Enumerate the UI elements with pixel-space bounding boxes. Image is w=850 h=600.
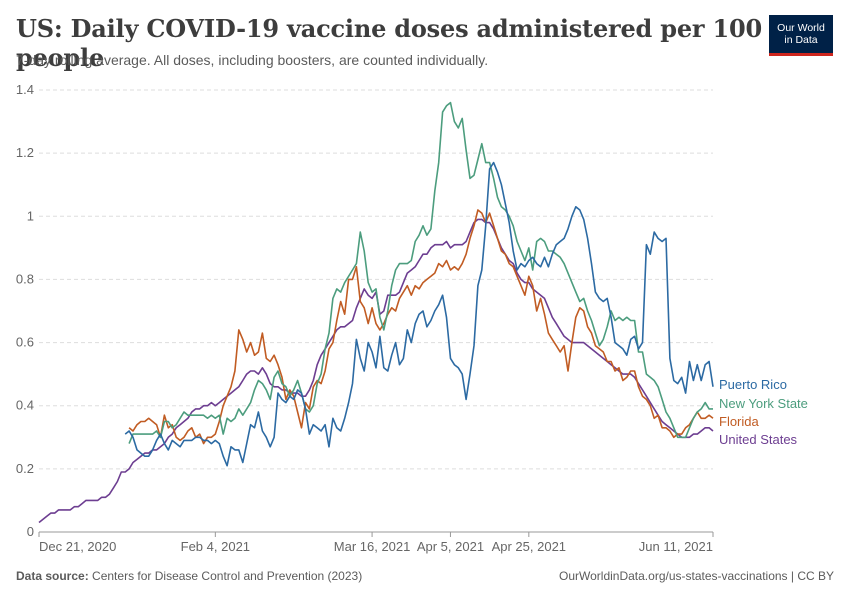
legend-label-united-states[interactable]: United States — [719, 432, 798, 447]
legend-label-puerto-rico[interactable]: Puerto Rico — [719, 377, 787, 392]
y-tick-label: 1.4 — [16, 82, 34, 97]
series-line-puerto-rico[interactable] — [124, 161, 714, 467]
y-axis-ticks: 0 0.2 0.4 0.6 0.8 1 1.2 1.4 — [16, 82, 34, 539]
legend-label-florida[interactable]: Florida — [719, 414, 760, 429]
x-tick-label: Jun 11, 2021 — [639, 539, 713, 554]
series-line-new-york-state[interactable] — [128, 101, 713, 444]
gridlines — [39, 89, 713, 470]
y-tick-label: 0.4 — [16, 398, 34, 413]
series-line-united-states[interactable] — [38, 218, 714, 524]
series-line-florida[interactable] — [128, 209, 714, 445]
x-tick-label: Mar 16, 2021 — [334, 539, 411, 554]
chart-subtitle: 7-day rolling average. All doses, includ… — [16, 52, 489, 68]
owid-logo[interactable]: Our World in Data — [769, 15, 833, 56]
data-source-label: Data source: — [16, 569, 89, 583]
logo-line-2: in Data — [784, 34, 818, 46]
x-axis: Dec 21, 2020 Feb 4, 2021 Mar 16, 2021 Apr 5… — [38, 531, 714, 554]
series-lines — [38, 101, 714, 524]
y-tick-label: 1 — [27, 208, 34, 223]
x-tick-label: Apr 25, 2021 — [492, 539, 566, 554]
y-tick-label: 1.2 — [16, 145, 34, 160]
y-tick-label: 0 — [27, 524, 34, 539]
source-link[interactable]: OurWorldinData.org/us-states-vaccination… — [559, 569, 834, 583]
x-tick-label: Apr 5, 2021 — [417, 539, 484, 554]
chart-title: US: Daily COVID-19 vaccine doses adminis… — [16, 14, 763, 72]
legend: Puerto Rico New York State Florida United S… — [719, 377, 808, 447]
x-tick-label: Feb 4, 2021 — [181, 539, 250, 554]
data-source: Data source: Centers for Disease Control… — [16, 569, 362, 583]
legend-label-new-york-state[interactable]: New York State — [719, 396, 808, 411]
y-tick-label: 0.6 — [16, 335, 34, 350]
logo-line-1: Our World — [777, 22, 825, 34]
x-tick-label: Dec 21, 2020 — [39, 539, 116, 554]
y-tick-label: 0.8 — [16, 271, 34, 286]
y-tick-label: 0.2 — [16, 461, 34, 476]
data-source-text: Centers for Disease Control and Preventi… — [92, 569, 363, 583]
